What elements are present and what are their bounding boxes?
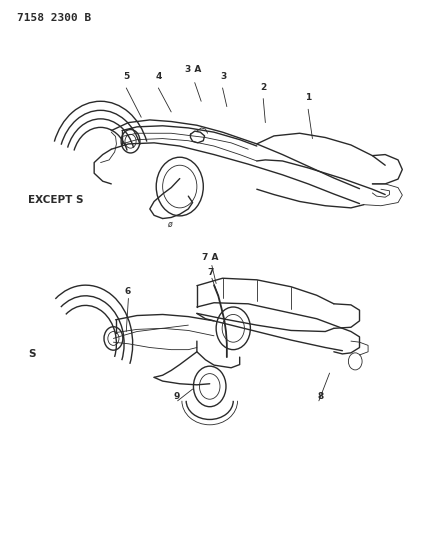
- Text: 1: 1: [305, 93, 311, 102]
- Text: 4: 4: [155, 72, 161, 81]
- Text: S: S: [28, 349, 36, 359]
- Text: 3 A: 3 A: [185, 64, 202, 74]
- Text: 3: 3: [220, 72, 226, 81]
- Text: 9: 9: [173, 392, 179, 401]
- Text: 7 A: 7 A: [202, 253, 219, 262]
- Text: EXCEPT S: EXCEPT S: [28, 195, 83, 205]
- Text: 7: 7: [208, 268, 214, 277]
- Text: ø: ø: [167, 220, 171, 228]
- Text: 2: 2: [260, 83, 266, 92]
- Text: 8: 8: [317, 392, 323, 401]
- Text: 6: 6: [125, 287, 131, 296]
- Text: 7158 2300 B: 7158 2300 B: [17, 13, 91, 23]
- Text: 5: 5: [123, 72, 129, 81]
